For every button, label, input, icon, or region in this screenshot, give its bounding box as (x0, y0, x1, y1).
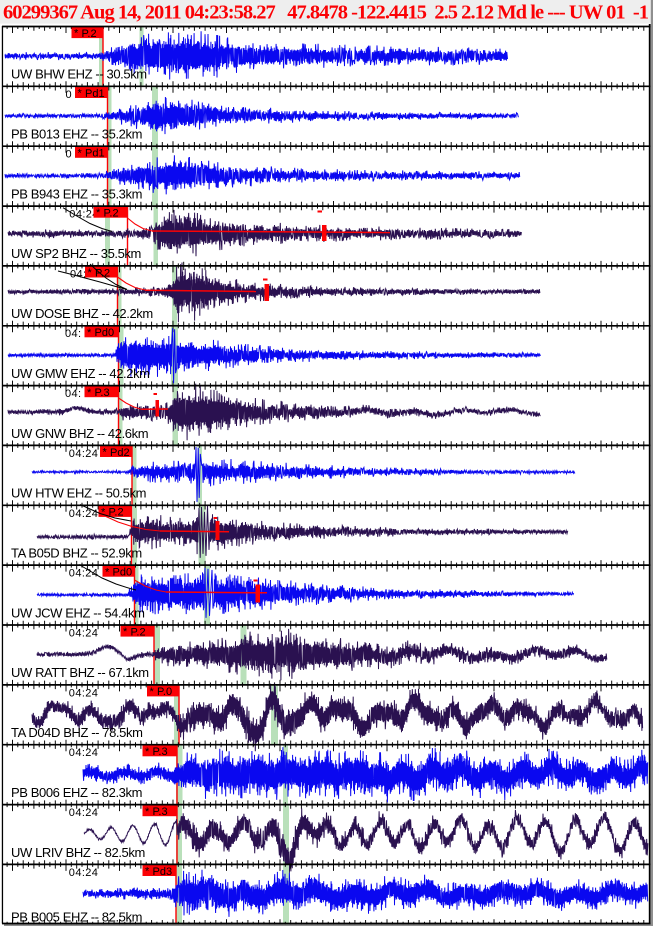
svg-text:UW GNW BHZ -- 42.6km: UW GNW BHZ -- 42.6km (11, 426, 148, 441)
svg-text:*: * (78, 147, 83, 159)
svg-text:04:24: 04:24 (69, 508, 99, 520)
svg-text:04:24: 04:24 (69, 867, 99, 879)
svg-text:TA B05D BHZ -- 52.9km: TA B05D BHZ -- 52.9km (11, 546, 142, 561)
svg-text:04:24: 04:24 (69, 448, 99, 460)
svg-text:*: * (87, 327, 92, 339)
svg-text:PB B943 EHZ -- 35.3km: PB B943 EHZ -- 35.3km (11, 186, 142, 201)
svg-text:UW RATT BHZ -- 67.1km: UW RATT BHZ -- 67.1km (11, 665, 149, 680)
svg-text:0: 0 (66, 149, 73, 161)
svg-text:UW SP2 BHZ -- 35.5km: UW SP2 BHZ -- 35.5km (11, 246, 141, 261)
svg-text:UW BHW EHZ -- 30.5km: UW BHW EHZ -- 30.5km (11, 67, 147, 82)
svg-text:P.2: P.2 (82, 28, 97, 40)
svg-text:Pd0: Pd0 (113, 567, 133, 579)
svg-text:*: * (150, 686, 155, 698)
svg-text:P.3: P.3 (153, 806, 168, 818)
svg-text:*: * (145, 866, 150, 878)
svg-text:*: * (78, 88, 83, 100)
svg-text:PB B006 EHZ -- 82.3km: PB B006 EHZ -- 82.3km (11, 785, 142, 800)
svg-text:P.2: P.2 (104, 208, 119, 220)
svg-text:PB B013 EHZ -- 35.2km: PB B013 EHZ -- 35.2km (11, 127, 142, 142)
svg-text:UW GMW EHZ -- 42.2km: UW GMW EHZ -- 42.2km (11, 366, 150, 381)
svg-text:TA D04D BHZ -- 78.5km: TA D04D BHZ -- 78.5km (11, 725, 143, 740)
svg-text:*: * (123, 626, 128, 638)
svg-text:*: * (96, 207, 101, 219)
svg-text:04:24: 04:24 (69, 628, 99, 640)
svg-text:04:24: 04:24 (69, 807, 99, 819)
svg-text:Pd1: Pd1 (85, 148, 105, 160)
svg-text:UW LRIV BHZ -- 82.5km: UW LRIV BHZ -- 82.5km (11, 845, 145, 860)
svg-text:P.2: P.2 (95, 267, 110, 279)
svg-text:Pd2: Pd2 (110, 447, 130, 459)
svg-text:UW JCW EHZ -- 54.4km: UW JCW EHZ -- 54.4km (11, 605, 145, 620)
svg-text:*: * (88, 267, 93, 279)
svg-text:UW DOSE BHZ -- 42.2km: UW DOSE BHZ -- 42.2km (11, 306, 153, 321)
svg-text:*: * (145, 746, 150, 758)
svg-text:04:24: 04:24 (69, 209, 99, 221)
svg-text:*: * (74, 28, 79, 40)
svg-text:*: * (105, 566, 110, 578)
svg-text:04:: 04: (65, 328, 82, 340)
svg-text:*: * (87, 387, 92, 399)
svg-text:04:24: 04:24 (69, 687, 99, 699)
svg-text:60299367 Aug 14, 2011 04:23:58: 60299367 Aug 14, 2011 04:23:58.27 47.847… (3, 2, 649, 24)
svg-text:*: * (101, 507, 106, 519)
svg-text:04:24: 04:24 (69, 747, 99, 759)
svg-text:P.2: P.2 (131, 626, 146, 638)
svg-text:Pd3: Pd3 (153, 866, 173, 878)
svg-text:P.3: P.3 (95, 387, 110, 399)
svg-text:04:: 04: (65, 388, 82, 400)
svg-text:Pd0: Pd0 (95, 327, 115, 339)
svg-text:PB B005 EHZ -- 82.5km: PB B005 EHZ -- 82.5km (11, 909, 142, 924)
svg-text:*: * (103, 447, 108, 459)
svg-text:04:24: 04:24 (69, 568, 99, 580)
svg-text:P.3: P.3 (153, 746, 168, 758)
svg-text:Pd1: Pd1 (85, 88, 105, 100)
svg-text:UW HTW EHZ -- 50.5km: UW HTW EHZ -- 50.5km (11, 486, 146, 501)
svg-text:0: 0 (66, 89, 73, 101)
svg-text:*: * (145, 806, 150, 818)
svg-text:P.2: P.2 (109, 507, 124, 519)
svg-text:P.0: P.0 (157, 686, 172, 698)
